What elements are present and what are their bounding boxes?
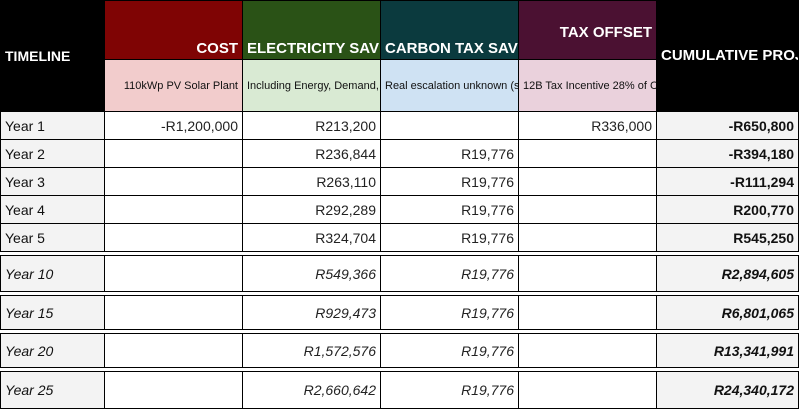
electricity-cell: R549,366 <box>242 255 381 292</box>
cumulative-cell: -R394,180 <box>656 139 799 168</box>
tax-cell <box>518 167 657 196</box>
table-row: Year 1 -R1,200,000 R213,200 R336,000 -R6… <box>0 111 799 140</box>
year-cell: Year 25 <box>0 371 105 409</box>
subheader-carbon: Real escalation unknown (set at 0%) <box>380 59 519 112</box>
year-cell: Year 3 <box>0 167 105 196</box>
year-cell: Year 2 <box>0 139 105 168</box>
electricity-cell: R1,572,576 <box>242 333 381 368</box>
cost-cell <box>104 371 243 409</box>
electricity-cell: R2,660,642 <box>242 371 381 409</box>
cost-cell <box>104 167 243 196</box>
carbon-cell: R19,776 <box>380 295 519 330</box>
tax-cell <box>518 255 657 292</box>
cost-cell <box>104 295 243 330</box>
subheader-electricity: Including Energy, Demand, SSEG. 11.09% E… <box>242 59 381 112</box>
table-row: Year 15 R929,473 R19,776 R6,801,065 <box>0 295 799 330</box>
table-row: Year 25 R2,660,642 R19,776 R24,340,172 <box>0 371 799 409</box>
header-timeline: TIMELINE <box>0 0 105 112</box>
cumulative-cell: R24,340,172 <box>656 371 799 409</box>
cost-cell <box>104 139 243 168</box>
carbon-cell: R19,776 <box>380 195 519 224</box>
tax-cell <box>518 223 657 252</box>
tax-cell <box>518 295 657 330</box>
carbon-cell: R19,776 <box>380 139 519 168</box>
subheader-cost: 110kWp PV Solar Plant <box>104 59 243 112</box>
tax-cell <box>518 333 657 368</box>
header-carbon-tax-savings: CARBON TAX SAVINGS <box>380 0 519 60</box>
electricity-cell: R213,200 <box>242 111 381 140</box>
cost-cell <box>104 223 243 252</box>
subheader-tax: 12B Tax Incentive 28% of Capital <box>518 59 657 112</box>
header-cost: COST <box>104 0 243 60</box>
header-subtitle-row: 110kWp PV Solar Plant Including Energy, … <box>1 59 799 112</box>
header-tax-offset: TAX OFFSET <box>518 0 657 60</box>
table-row: Year 2 R236,844 R19,776 -R394,180 <box>0 139 799 168</box>
cost-cell <box>104 195 243 224</box>
electricity-cell: R263,110 <box>242 167 381 196</box>
cumulative-cell: R200,770 <box>656 195 799 224</box>
tax-cell <box>518 371 657 409</box>
carbon-cell: R19,776 <box>380 167 519 196</box>
cost-cell: -R1,200,000 <box>104 111 243 140</box>
cumulative-cell: R545,250 <box>656 223 799 252</box>
cumulative-cell: R13,341,991 <box>656 333 799 368</box>
electricity-cell: R929,473 <box>242 295 381 330</box>
cost-cell <box>104 255 243 292</box>
cost-cell <box>104 333 243 368</box>
cumulative-cell: -R650,800 <box>656 111 799 140</box>
table-row: Year 20 R1,572,576 R19,776 R13,341,991 <box>0 333 799 368</box>
cumulative-cell: R2,894,605 <box>656 255 799 292</box>
table-row: Year 5 R324,704 R19,776 R545,250 <box>0 223 799 252</box>
carbon-cell: R19,776 <box>380 333 519 368</box>
table-row: Year 3 R263,110 R19,776 -R111,294 <box>0 167 799 196</box>
carbon-cell <box>380 111 519 140</box>
year-cell: Year 4 <box>0 195 105 224</box>
tax-cell <box>518 139 657 168</box>
carbon-cell: R19,776 <box>380 255 519 292</box>
tax-cell: R336,000 <box>518 111 657 140</box>
cumulative-cell: -R111,294 <box>656 167 799 196</box>
cumulative-cell: R6,801,065 <box>656 295 799 330</box>
year-cell: Year 15 <box>0 295 105 330</box>
year-cell: Year 10 <box>0 255 105 292</box>
electricity-cell: R324,704 <box>242 223 381 252</box>
carbon-cell: R19,776 <box>380 223 519 252</box>
tax-cell <box>518 195 657 224</box>
header-title-row: TIMELINE COST ELECTRICITY SAVINGS CARBON… <box>0 0 799 112</box>
header-cumulative-returns: CUMULATIVE PROJECT RETURNS <box>656 0 799 112</box>
year-cell: Year 1 <box>0 111 105 140</box>
table-row: Year 4 R292,289 R19,776 R200,770 <box>0 195 799 224</box>
electricity-cell: R236,844 <box>242 139 381 168</box>
header-electricity-savings: ELECTRICITY SAVINGS <box>242 0 381 60</box>
year-cell: Year 20 <box>0 333 105 368</box>
year-cell: Year 5 <box>0 223 105 252</box>
carbon-cell: R19,776 <box>380 371 519 409</box>
table-row: Year 10 R549,366 R19,776 R2,894,605 <box>0 255 799 292</box>
electricity-cell: R292,289 <box>242 195 381 224</box>
